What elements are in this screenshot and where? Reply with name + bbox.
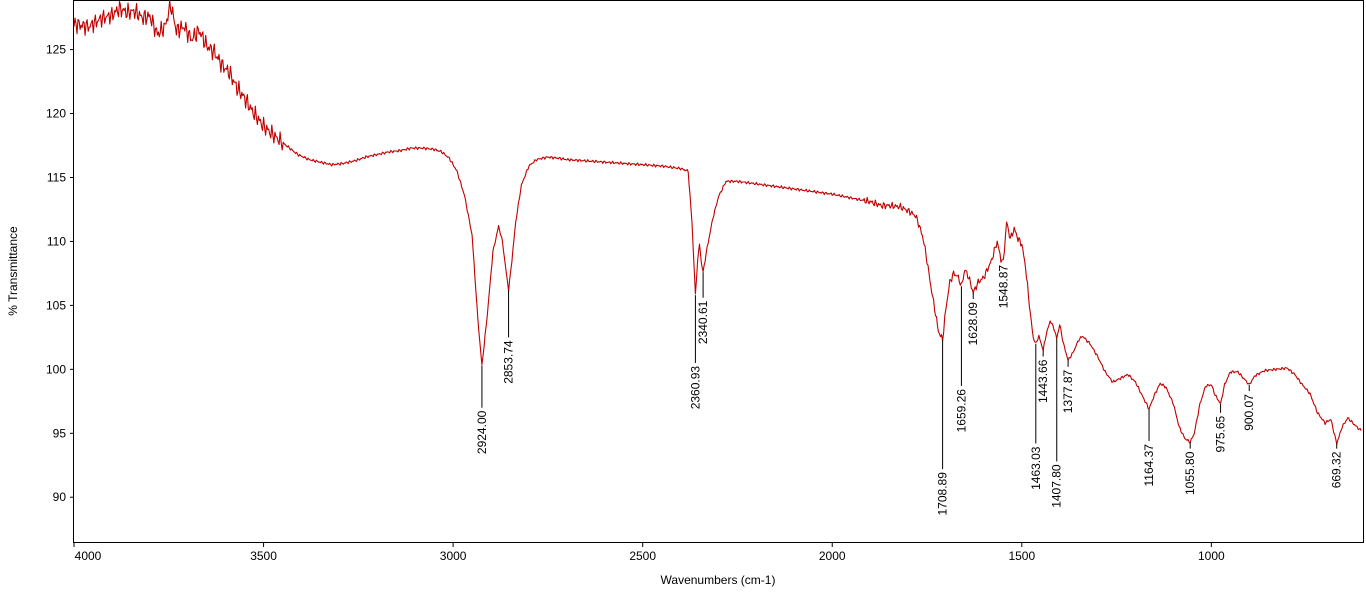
peak-annotation: 669.32 — [1330, 443, 1344, 488]
y-tick-label: 125 — [46, 43, 66, 57]
y-tick-label: 115 — [47, 170, 66, 184]
peak-annotation: 1377.87 — [1061, 360, 1075, 413]
peak-label: 669.32 — [1330, 451, 1344, 488]
peak-label: 1377.87 — [1061, 369, 1075, 413]
x-tick-label: 4000 — [75, 549, 102, 563]
peak-label: 1443.66 — [1036, 359, 1050, 403]
peak-label: 1055.80 — [1183, 451, 1197, 495]
y-tick-label: 110 — [47, 234, 66, 248]
x-tick-label: 3000 — [440, 549, 467, 563]
peak-annotation: 1463.03 — [1029, 343, 1043, 490]
x-tick-label: 2000 — [819, 549, 846, 563]
peak-label: 2853.74 — [502, 340, 516, 384]
peak-label: 2360.93 — [688, 366, 702, 410]
peak-annotation: 1548.87 — [996, 265, 1010, 309]
peak-annotation: 1164.37 — [1142, 408, 1156, 487]
spectrum-line — [73, 0, 1362, 445]
x-axis-title: Wavenumbers (cm-1) — [661, 573, 776, 587]
peak-annotation: 1407.80 — [1050, 338, 1064, 508]
peak-annotation: 975.65 — [1214, 403, 1228, 453]
peak-annotation: 1628.09 — [966, 292, 980, 346]
peak-label: 1659.26 — [954, 389, 968, 433]
peak-annotation: 1659.26 — [954, 286, 968, 432]
y-axis-title: % Transmittance — [6, 226, 20, 316]
y-tick-label: 95 — [53, 426, 67, 440]
y-axis-ticks: 90 95 100 105 110 115 120 125 — [46, 43, 74, 504]
y-tick-label: 105 — [46, 298, 66, 312]
peak-label: 2924.00 — [475, 410, 489, 454]
peak-annotation: 2853.74 — [502, 290, 516, 384]
peak-annotation: 1443.66 — [1036, 350, 1050, 403]
peak-annotation: 900.07 — [1242, 384, 1256, 431]
peak-annotations: 2924.00 2853.74 2360.93 2340.61 1708.89 1659.… — [475, 265, 1344, 516]
x-axis-ticks: 4000 3500 3000 2500 2000 1500 1000 — [73, 542, 1225, 563]
y-tick-label: 90 — [53, 490, 67, 504]
peak-label: 900.07 — [1242, 394, 1256, 431]
peak-annotation: 1708.89 — [936, 339, 950, 516]
y-tick-label: 120 — [46, 107, 66, 121]
x-tick-label: 2500 — [629, 549, 656, 563]
peak-label: 1628.09 — [966, 302, 980, 346]
peak-label: 1548.87 — [996, 265, 1010, 309]
plot-frame — [73, 0, 1364, 543]
peak-annotation: 2924.00 — [475, 365, 489, 454]
peak-label: 1164.37 — [1142, 444, 1156, 487]
peak-label: 2340.61 — [696, 300, 710, 344]
x-tick-label: 3500 — [250, 549, 277, 563]
peak-label: 1463.03 — [1029, 446, 1043, 490]
y-tick-label: 100 — [46, 362, 66, 376]
peak-annotation: 2360.93 — [688, 295, 702, 409]
peak-label: 1708.89 — [936, 472, 950, 516]
peak-label: 975.65 — [1214, 415, 1228, 452]
peak-label: 1407.80 — [1050, 464, 1064, 508]
peak-annotation: 1055.80 — [1183, 442, 1197, 495]
x-tick-label: 1500 — [1008, 549, 1035, 563]
x-tick-label: 1000 — [1198, 549, 1225, 563]
peak-annotation: 2340.61 — [696, 272, 710, 344]
